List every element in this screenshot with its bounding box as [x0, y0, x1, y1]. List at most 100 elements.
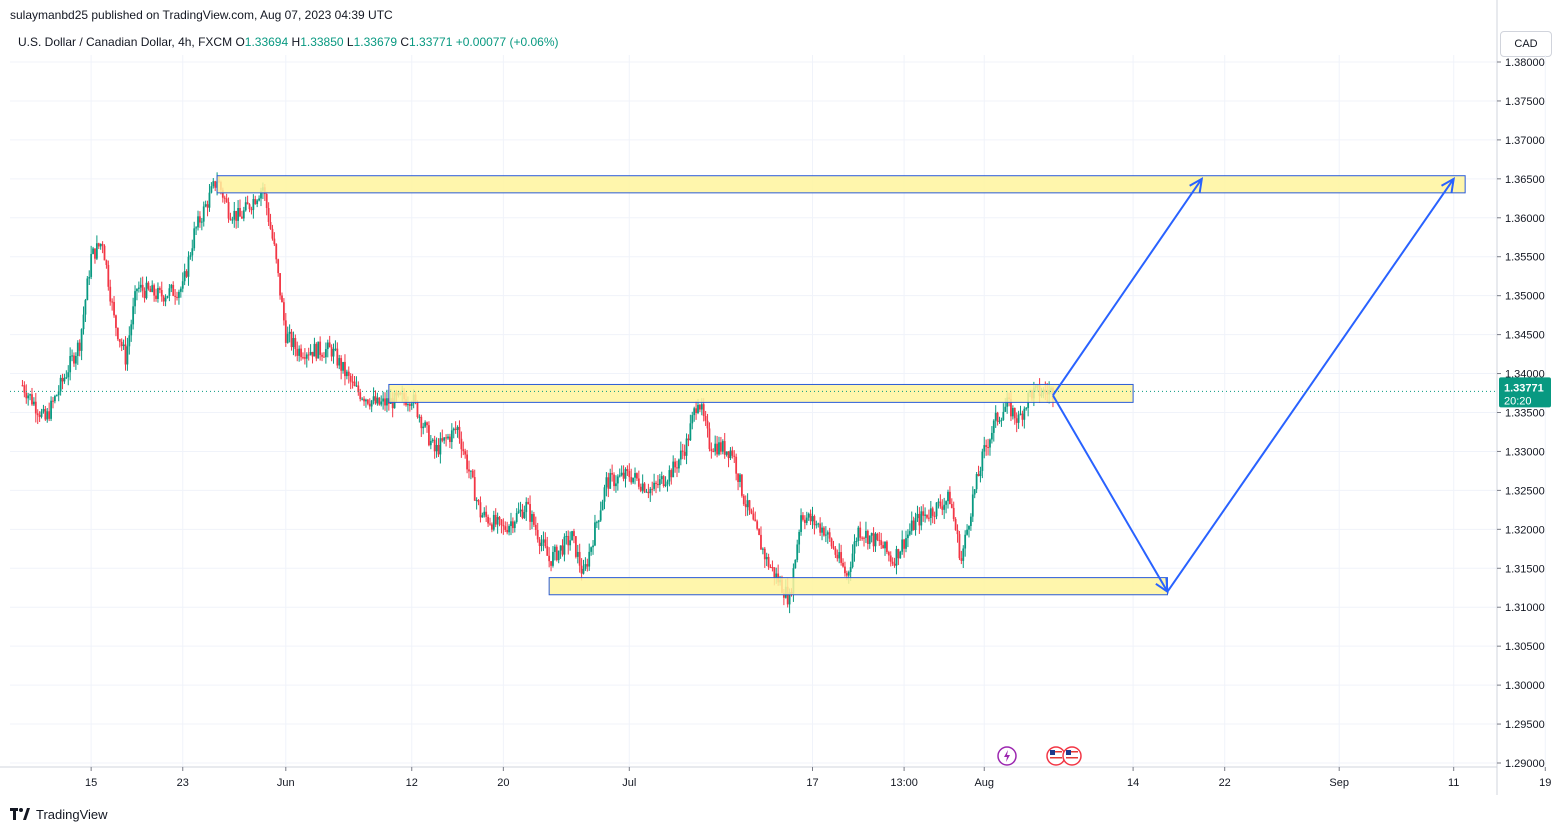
candle — [122, 339, 125, 350]
candle — [292, 331, 295, 356]
candle — [450, 423, 453, 449]
candle-body — [94, 248, 96, 259]
candle-body — [643, 483, 646, 492]
candle-body — [510, 521, 512, 527]
candle-body — [109, 286, 112, 302]
sr-zone — [216, 175, 1466, 194]
x-tick-label: 15 — [85, 777, 97, 789]
candle-body — [748, 500, 751, 511]
candle — [256, 199, 259, 208]
currency-button[interactable]: CAD — [1500, 31, 1552, 57]
candle — [607, 472, 610, 498]
candle — [582, 559, 585, 575]
candle — [922, 504, 925, 522]
candle — [750, 508, 753, 515]
candle — [338, 354, 341, 370]
candle-body — [470, 470, 472, 472]
candle — [466, 449, 468, 474]
candle-body — [786, 586, 789, 605]
candle-body — [895, 549, 898, 566]
candle — [277, 258, 280, 277]
candle-body — [519, 509, 522, 512]
candle-body — [99, 243, 102, 247]
candle-body — [996, 412, 999, 422]
candle-body — [847, 571, 850, 576]
candle-body — [460, 438, 463, 450]
candle — [166, 295, 169, 299]
candle — [307, 347, 310, 361]
candle-body — [76, 342, 79, 356]
candle — [492, 510, 495, 532]
us-flag-icon[interactable] — [1062, 746, 1082, 766]
y-tick-label: 1.29500 — [1505, 719, 1545, 731]
candle — [529, 495, 531, 531]
lightning-icon[interactable] — [997, 746, 1017, 766]
candle — [761, 547, 764, 555]
candle — [361, 397, 364, 401]
candle — [994, 405, 997, 428]
arrow-head — [1441, 176, 1456, 193]
candle — [1021, 410, 1024, 427]
candle — [435, 437, 438, 458]
candle — [342, 361, 344, 374]
candle-body — [168, 288, 171, 296]
candle-body — [336, 348, 339, 366]
candle-body — [242, 210, 245, 219]
candle — [979, 466, 982, 483]
candle-body — [794, 559, 797, 569]
candle — [101, 241, 104, 254]
symbol-name[interactable]: U.S. Dollar / Canadian Dollar, 4h, FXCM — [18, 35, 233, 49]
candle — [349, 373, 352, 390]
candle — [727, 451, 730, 468]
candle — [189, 252, 192, 260]
candle-body — [947, 491, 949, 502]
candle — [321, 352, 323, 362]
candle — [157, 282, 159, 303]
candle-body — [61, 377, 64, 382]
candle-body — [86, 278, 89, 301]
candle — [918, 507, 921, 534]
candle — [23, 381, 26, 398]
y-tick-label: 1.36000 — [1505, 213, 1545, 225]
candle — [78, 339, 81, 357]
candle-body — [943, 504, 946, 510]
candle-body — [752, 513, 755, 520]
candle-body — [132, 306, 135, 325]
candle — [956, 524, 959, 543]
candle-body — [954, 518, 957, 531]
candle-body — [107, 264, 110, 287]
candle — [574, 535, 577, 559]
candle-body — [160, 290, 163, 297]
candle-body — [231, 219, 234, 221]
candle — [691, 411, 694, 430]
candle-body — [313, 343, 316, 357]
candle-body — [588, 551, 591, 567]
candle-body — [80, 329, 83, 351]
candle — [573, 528, 575, 544]
candle — [248, 203, 251, 213]
candle-body — [504, 526, 507, 530]
candle-body — [130, 324, 133, 336]
candle — [676, 460, 678, 478]
candle-body — [31, 394, 33, 405]
candle — [103, 244, 106, 261]
candle-body — [700, 404, 703, 410]
candle-body — [595, 522, 598, 524]
candle — [836, 549, 839, 562]
candle-body — [796, 544, 799, 560]
candle-body — [244, 202, 247, 211]
candle-body — [181, 281, 184, 289]
candle — [158, 286, 161, 294]
candle-body — [239, 208, 241, 217]
candle-body — [410, 403, 413, 406]
candle-body — [817, 523, 820, 525]
candle-body — [347, 371, 350, 376]
candle — [36, 409, 39, 425]
candle-body — [989, 439, 991, 448]
candle — [468, 460, 470, 479]
us-flag-icon[interactable] — [1046, 746, 1066, 766]
candle-body — [561, 545, 564, 555]
candle — [471, 468, 474, 479]
candle — [752, 507, 755, 521]
